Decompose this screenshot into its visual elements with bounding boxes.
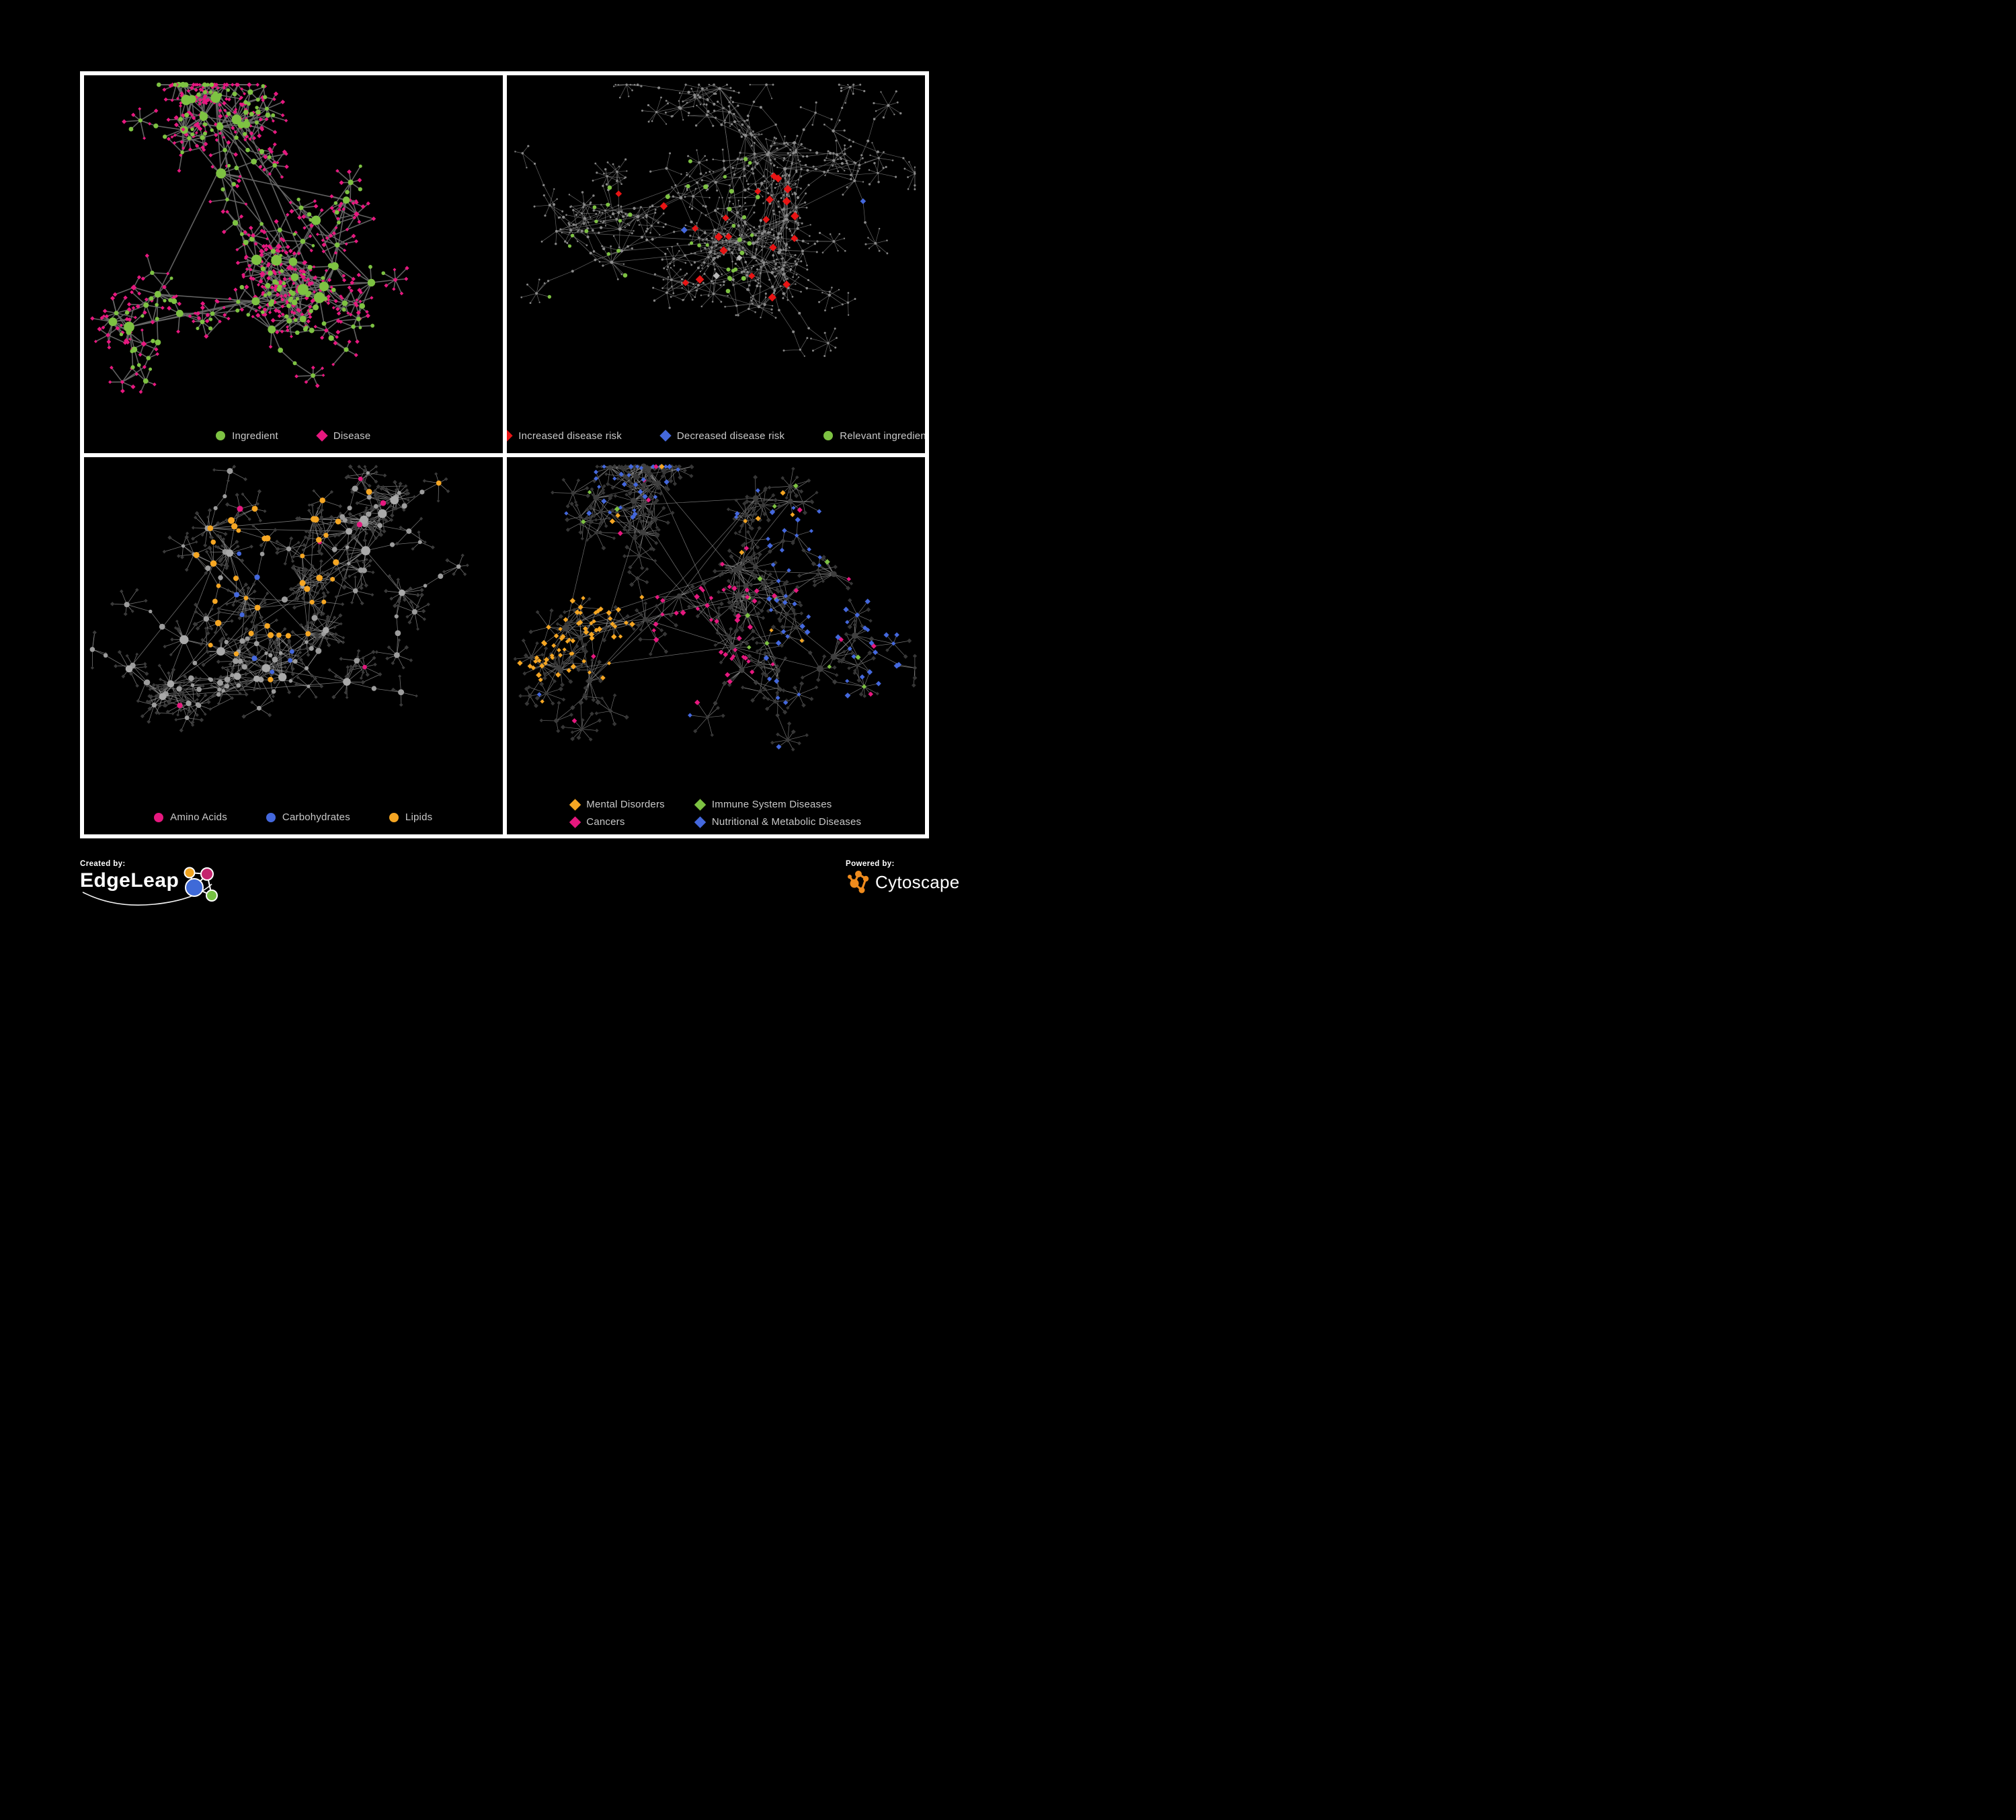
diamond-swatch-icon [569,816,581,828]
legend-label: Lipids [405,812,433,823]
legend-disease-risk: Increased disease risk Decreased disease … [506,430,925,442]
circle-swatch-icon [389,812,399,822]
diamond-swatch-icon [694,798,707,811]
edgeleap-logo-icon [82,867,218,906]
powered-by-label: Powered by: [846,860,895,868]
legend-label: Disease [333,430,371,442]
diamond-swatch-icon [694,816,707,828]
legend-ingredient-disease: Ingredient Disease [84,430,503,442]
nutrient-classes-network-graph [89,464,469,732]
legend-disease-categories: Mental Disorders Immune System Diseases Ca… [569,798,862,828]
legend-label: Cancers [586,816,625,828]
circle-swatch-icon [823,431,834,440]
diamond-swatch-icon [316,430,328,442]
diamond-swatch-icon [659,430,672,442]
panel-nutrient-classes: Amino Acids Carbohydrates Lipids [84,457,503,834]
cytoscape-wordmark: Cytoscape [875,871,960,892]
legend-item-lipids: Lipids [389,812,432,823]
legend-item-immune-system-diseases: Immune System Diseases [694,798,861,811]
legend-label: Relevant ingredient [840,430,925,442]
circle-swatch-icon [216,431,226,440]
figure-canvas: Ingredient Disease Increased disease risk… [0,0,1008,910]
powered-by-block: Powered by: Cytoscape [846,860,960,894]
circle-swatch-icon [266,812,276,822]
legend-item-increased-disease-risk: Increased disease risk [506,430,622,442]
edgeleap-wordmark: EdgeLeap [80,869,179,892]
circle-swatch-icon [154,812,164,822]
diamond-swatch-icon [569,798,581,811]
legend-item-carbohydrates: Carbohydrates [266,812,350,823]
legend-label: Mental Disorders [586,799,665,810]
legend-item-disease: Disease [316,430,371,442]
legend-item-nutritional-metabolic-diseases: Nutritional & Metabolic Diseases [694,816,862,828]
disease-categories-network-graph [513,463,917,752]
created-by-label: Created by: [80,860,126,868]
created-by-block: Created by: EdgeLeap [80,860,228,907]
legend-item-mental-disorders: Mental Disorders [569,798,665,811]
cytoscape-logo: Cytoscape [846,870,960,894]
panel-grid: Ingredient Disease Increased disease risk… [80,71,929,838]
edgeleap-logo: EdgeLeap [80,867,228,907]
panel-ingredient-disease: Ingredient Disease [84,75,503,453]
ingredient-disease-network-graph [90,81,409,394]
legend-label: Increased disease risk [518,430,622,442]
legend-item-ingredient: Ingredient [216,430,278,442]
legend-nutrient-classes: Amino Acids Carbohydrates Lipids [84,812,503,823]
panel-disease-categories: Mental Disorders Immune System Diseases Ca… [506,457,925,834]
legend-item-decreased-disease-risk: Decreased disease risk [659,430,785,442]
legend-item-cancers: Cancers [569,816,665,828]
cytoscape-logo-icon [848,871,869,894]
diamond-swatch-icon [506,430,513,442]
legend-label: Immune System Diseases [711,799,832,810]
legend-label: Nutritional & Metabolic Diseases [711,816,862,828]
legend-label: Decreased disease risk [676,430,785,442]
legend-label: Ingredient [232,430,278,442]
disease-risk-network-graph [514,83,916,357]
panel-disease-risk: Increased disease risk Decreased disease … [506,75,925,453]
legend-label: Carbohydrates [282,812,350,823]
legend-item-amino-acids: Amino Acids [154,812,227,823]
legend-item-relevant-ingredient: Relevant ingredient [823,430,925,442]
legend-label: Amino Acids [170,812,227,823]
